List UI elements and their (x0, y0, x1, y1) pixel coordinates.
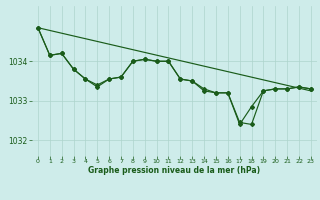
X-axis label: Graphe pression niveau de la mer (hPa): Graphe pression niveau de la mer (hPa) (88, 166, 260, 175)
